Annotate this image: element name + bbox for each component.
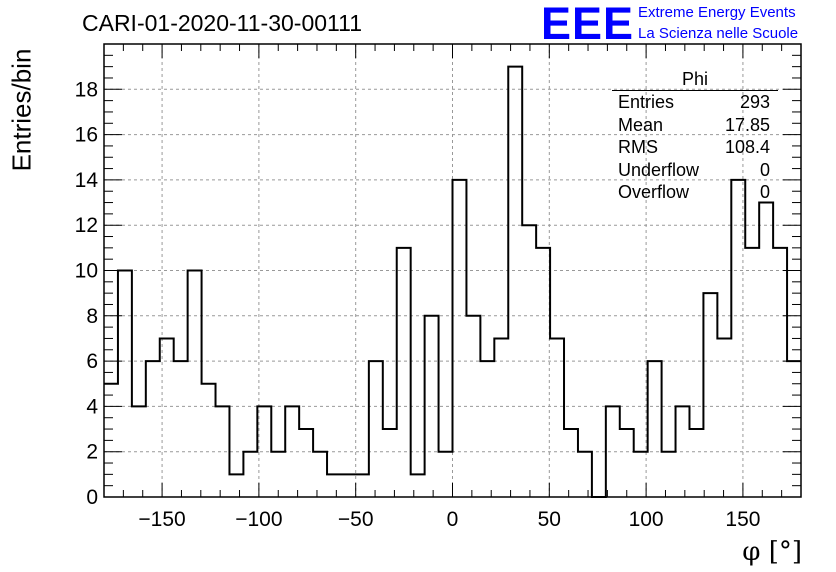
stats-row-entries: Entries 293 — [612, 91, 778, 114]
y-tick-label: 2 — [86, 441, 98, 464]
axis-ticks — [104, 44, 801, 497]
y-tick-label: 14 — [75, 169, 99, 192]
y-tick-label: 12 — [75, 214, 98, 237]
x-tick-labels: −150 −100 −50 0 50 100 150 — [138, 508, 760, 531]
stats-value: 293 — [739, 92, 770, 112]
logo-line-1: Extreme Energy Events — [638, 4, 796, 21]
stats-label: Mean — [618, 114, 664, 135]
y-tick-label: 16 — [75, 124, 98, 147]
stats-value: 0 — [759, 182, 770, 203]
y-axis-label: Entries/bin — [6, 48, 37, 172]
x-tick-label: −100 — [235, 508, 282, 531]
x-axis-label: φ [°] — [742, 536, 802, 567]
chart-title: CARI-01-2020-11-30-00111 — [82, 10, 362, 36]
y-tick-label: 8 — [86, 305, 98, 328]
stats-title: Phi — [612, 68, 778, 91]
eee-logo: EEE — [541, 0, 635, 49]
x-tick-label: 50 — [538, 508, 561, 531]
stats-value: 0 — [759, 159, 770, 180]
x-tick-label: −50 — [338, 508, 374, 531]
x-tick-label: 0 — [447, 508, 459, 531]
stats-row-rms: RMS 108.4 — [612, 136, 778, 159]
stats-label: Overflow — [618, 182, 690, 203]
stats-label: Entries — [618, 92, 675, 112]
y-tick-label: 10 — [75, 260, 98, 283]
stats-box: Phi Entries 293 Mean 17.85 RMS 108.4 Und… — [612, 68, 778, 204]
stats-value: 17.85 — [724, 114, 770, 135]
y-tick-label: 18 — [75, 78, 98, 101]
y-tick-label: 0 — [86, 486, 98, 509]
stats-row-underflow: Underflow 0 — [612, 159, 778, 182]
y-tick-label: 4 — [86, 395, 98, 418]
logo-line-2: La Scienza nelle Scuole — [638, 25, 799, 42]
x-tick-label: 100 — [629, 508, 664, 531]
y-tick-label: 6 — [86, 350, 98, 373]
stats-row-overflow: Overflow 0 — [612, 181, 778, 204]
x-tick-label: 150 — [725, 508, 760, 531]
x-tick-label: −150 — [138, 508, 185, 531]
stats-row-mean: Mean 17.85 — [612, 114, 778, 137]
stats-label: Underflow — [618, 159, 700, 180]
stats-label: RMS — [618, 137, 658, 158]
y-tick-labels: 0 2 4 6 8 10 12 14 16 18 — [75, 78, 99, 509]
x-axis-label-text: φ [°] — [742, 537, 802, 567]
stats-value: 108.4 — [724, 137, 770, 158]
histogram-outline — [104, 65, 801, 498]
